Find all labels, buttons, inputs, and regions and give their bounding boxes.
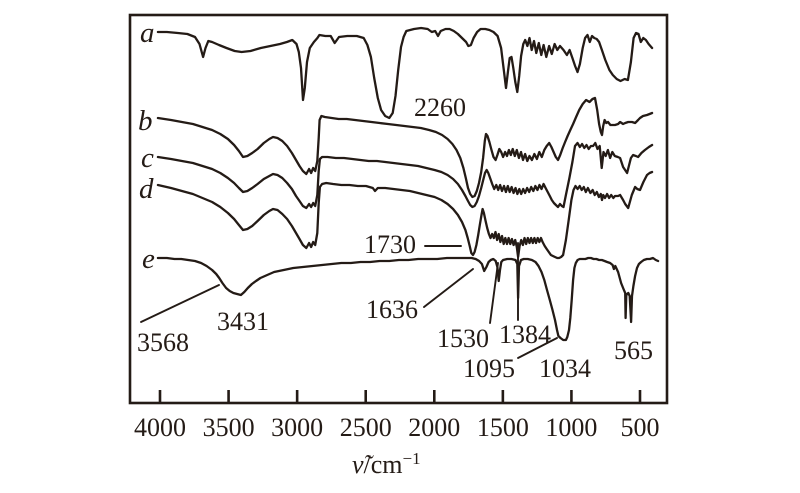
x-tick-label-1000: 1000 [545, 413, 597, 442]
leader-line-1095 [517, 337, 558, 359]
curve-label-d: d [139, 173, 154, 205]
curve-label-a: a [140, 17, 155, 49]
spectrum-curve-a [156, 26, 654, 120]
peak-label-3568: 3568 [137, 328, 189, 357]
leader-line-3568 [140, 284, 220, 323]
x-axis-title: ν̃/cm−1 [352, 449, 421, 479]
peak-label-2260: 2260 [414, 93, 466, 122]
spectrum-curve-c [156, 141, 654, 210]
curve-label-c: c [141, 142, 154, 174]
leader-line-1636 [423, 268, 474, 308]
x-tick-label-500: 500 [621, 413, 660, 442]
curve-label-b: b [138, 105, 153, 137]
peak-label-1730: 1730 [364, 230, 416, 259]
x-tick-label-3000: 3000 [271, 413, 323, 442]
x-tick-label-3500: 3500 [203, 413, 255, 442]
x-tick-label-1500: 1500 [477, 413, 529, 442]
peak-label-1034: 1034 [539, 354, 591, 383]
peak-label-1384: 1384 [499, 320, 551, 349]
peak-label-3431: 3431 [217, 307, 269, 336]
leader-line-1530 [489, 262, 499, 324]
spectrum-curve-b [156, 96, 654, 199]
x-tick-label-4000: 4000 [134, 413, 186, 442]
x-tick-label-2500: 2500 [340, 413, 392, 442]
plot-frame [128, 13, 669, 405]
peak-label-1095: 1095 [463, 354, 515, 383]
peak-label-565: 565 [614, 336, 653, 365]
peak-label-1530: 1530 [437, 324, 489, 353]
curve-label-e: e [142, 243, 155, 275]
peak-label-1636: 1636 [366, 295, 418, 324]
x-tick-label-2000: 2000 [408, 413, 460, 442]
spectrum-curve-d [156, 170, 654, 260]
